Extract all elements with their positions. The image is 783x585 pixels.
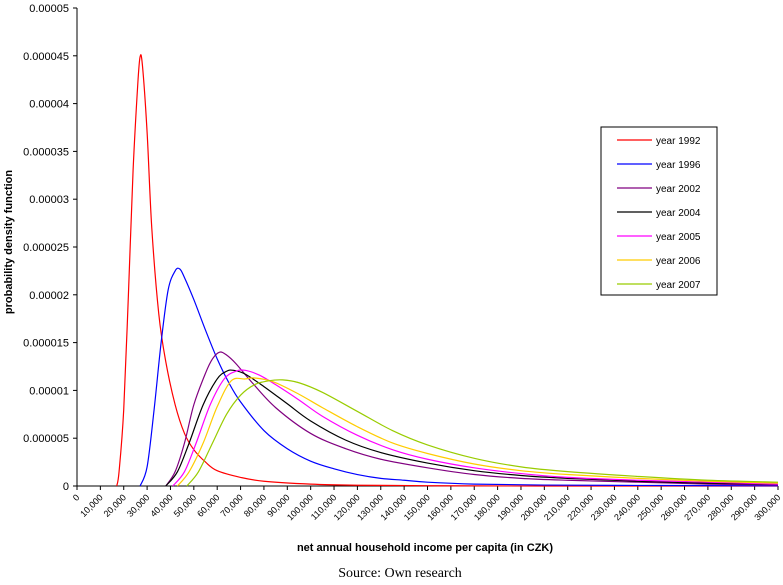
series-line-year-2005	[172, 369, 779, 487]
source-note: Source: Own research	[338, 566, 462, 581]
y-ticks: 0 0.000005 0.00001 0.000015 0.00002 0.000025 0…	[23, 3, 77, 493]
legend-label-year-1992: year 1992	[656, 136, 701, 147]
x-tick-label: 50,000	[172, 492, 199, 519]
legend-box	[600, 126, 718, 296]
series-line-year-2004	[165, 369, 779, 487]
legend-label-year-2002: year 2002	[656, 184, 701, 195]
legend-label-year-2007: year 2007	[656, 280, 701, 291]
y-tick-label: 0.000035	[23, 146, 69, 158]
series-line-year-2006	[177, 377, 779, 487]
x-ticks: 010,00020,00030,00040,00050,00060,00070,…	[71, 486, 782, 522]
x-axis-label: net annual household income per capita (…	[297, 542, 553, 554]
y-tick-label: 0	[63, 481, 69, 493]
x-tick-label: 60,000	[195, 492, 222, 519]
series-line-year-1992	[116, 54, 778, 487]
y-tick-label: 0.00005	[29, 3, 69, 15]
x-tick-label: 300,000	[752, 492, 782, 522]
legend-label-year-2006: year 2006	[656, 256, 701, 267]
x-tick-label: 30,000	[125, 492, 152, 519]
y-tick-label: 0.000005	[23, 433, 69, 445]
y-tick-label: 0.000045	[23, 51, 69, 63]
y-tick-label: 0.00001	[29, 385, 69, 397]
y-tick-label: 0.00003	[29, 194, 69, 206]
y-tick-label: 0.00004	[29, 99, 69, 111]
y-axis-label: probability density function	[3, 170, 15, 315]
legend-label-year-2004: year 2004	[656, 208, 701, 219]
y-tick-label: 0.000025	[23, 242, 69, 254]
series-line-year-2002	[165, 351, 779, 487]
x-tick-label: 10,000	[78, 492, 105, 519]
x-tick-label: 70,000	[218, 492, 245, 519]
series-lines	[116, 54, 779, 487]
legend: year 1992 year 1996 year 2002 year 2004 year…	[600, 126, 718, 296]
series-line-year-2007	[186, 379, 779, 487]
legend-label-year-2005: year 2005	[656, 232, 701, 243]
y-tick-label: 0.000015	[23, 338, 69, 350]
legend-label-year-1996: year 1996	[656, 160, 701, 171]
series-line-year-1996	[139, 267, 779, 487]
x-tick-label: 80,000	[242, 492, 269, 519]
x-tick-label: 0	[71, 492, 82, 503]
legend-entries: year 1992 year 1996 year 2002 year 2004 year…	[617, 136, 701, 291]
y-tick-label: 0.00002	[29, 290, 69, 302]
x-tick-label: 20,000	[102, 492, 129, 519]
x-tick-label: 40,000	[148, 492, 175, 519]
